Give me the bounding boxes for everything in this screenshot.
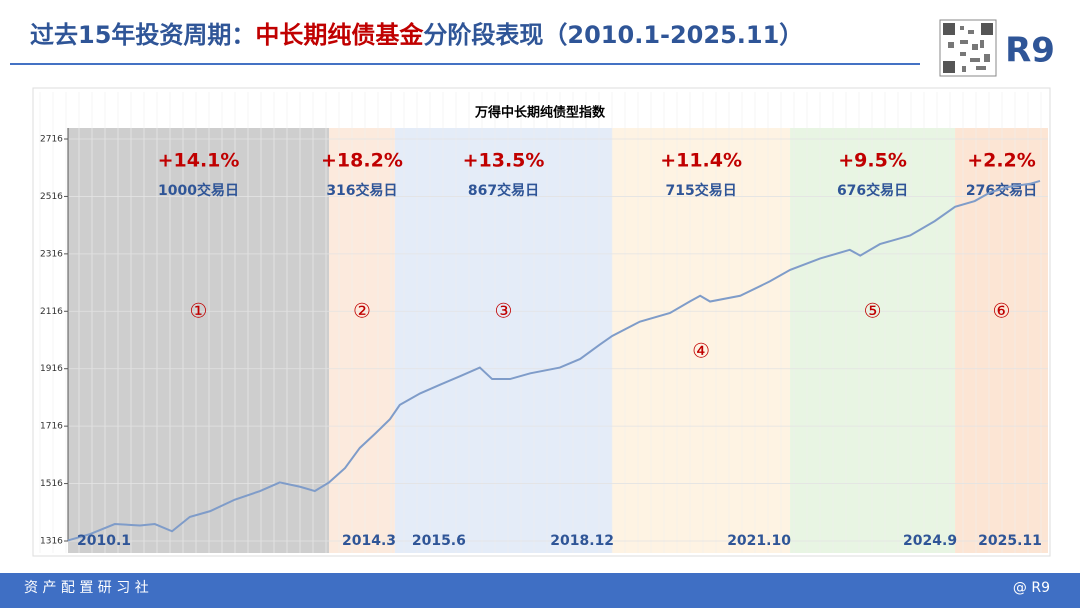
phase-band xyxy=(955,128,1048,553)
phase-days: 1000交易日 xyxy=(158,182,239,199)
y-tick-label: 2716 xyxy=(40,135,63,145)
footer-right: @ R9 xyxy=(1013,580,1050,596)
phase-return: +14.1% xyxy=(158,150,240,172)
y-tick-label: 1516 xyxy=(40,479,63,489)
phase-label: ③ xyxy=(495,299,513,323)
title-part: 中长期纯债基金 xyxy=(255,21,424,49)
phase-return: +2.2% xyxy=(967,150,1036,172)
phase-days: 316交易日 xyxy=(326,182,397,199)
phase-days: 867交易日 xyxy=(468,182,539,199)
phase-return: +18.2% xyxy=(321,150,403,172)
y-tick-label: 2116 xyxy=(40,307,63,317)
phase-return: +9.5% xyxy=(838,150,907,172)
slide-title: 过去15年投资周期：中长期纯债基金分阶段表现（2010.1-2025.11） xyxy=(30,21,803,49)
chart-title: 万得中长期纯债型指数 xyxy=(474,105,606,121)
y-tick-label: 1916 xyxy=(40,364,63,374)
phase-band xyxy=(394,128,613,553)
phase-label: ⑤ xyxy=(864,299,882,323)
phase-label: ② xyxy=(353,299,371,323)
phase-days: 715交易日 xyxy=(666,182,737,199)
boundary-label: 2024.9 xyxy=(903,533,957,549)
boundary-label: 2014.3 xyxy=(342,533,396,549)
index-line xyxy=(67,179,1041,542)
plot: 1316 1516 1716 1916 2116 2316 2516 2716 +14.1% 10… xyxy=(39,92,1048,553)
boundary-label: 2021.10 xyxy=(727,533,791,549)
boundary-label: 2015.6 xyxy=(412,533,466,549)
phase-return: +13.5% xyxy=(463,150,545,172)
footer-bar xyxy=(0,573,1080,608)
phase-band xyxy=(790,128,956,553)
logo: R9 xyxy=(1005,31,1055,71)
boundary-label: 2010.1 xyxy=(77,533,131,549)
phase-label: ① xyxy=(190,299,208,323)
y-tick-label: 2516 xyxy=(40,192,63,202)
y-tick-label: 1316 xyxy=(40,537,63,547)
phase-label: ⑥ xyxy=(993,299,1011,323)
phase-label: ④ xyxy=(692,339,710,363)
phase-band xyxy=(612,128,791,553)
phase-days: 676交易日 xyxy=(837,182,908,199)
title-part: 分阶段表现（2010.1-2025.11） xyxy=(423,21,803,49)
boundary-label: 2025.11 xyxy=(978,533,1042,549)
title-part: 过去15年投资周期： xyxy=(30,21,255,49)
boundary-label: 2018.12 xyxy=(550,533,614,549)
y-tick-label: 1716 xyxy=(40,422,63,432)
footer-left: 资 产 配 置 研 习 社 xyxy=(24,580,149,596)
qr-code xyxy=(939,19,997,77)
phase-band xyxy=(68,128,330,553)
y-tick-label: 2316 xyxy=(40,249,63,259)
phase-return: +11.4% xyxy=(660,150,742,172)
phase-band xyxy=(329,128,395,553)
